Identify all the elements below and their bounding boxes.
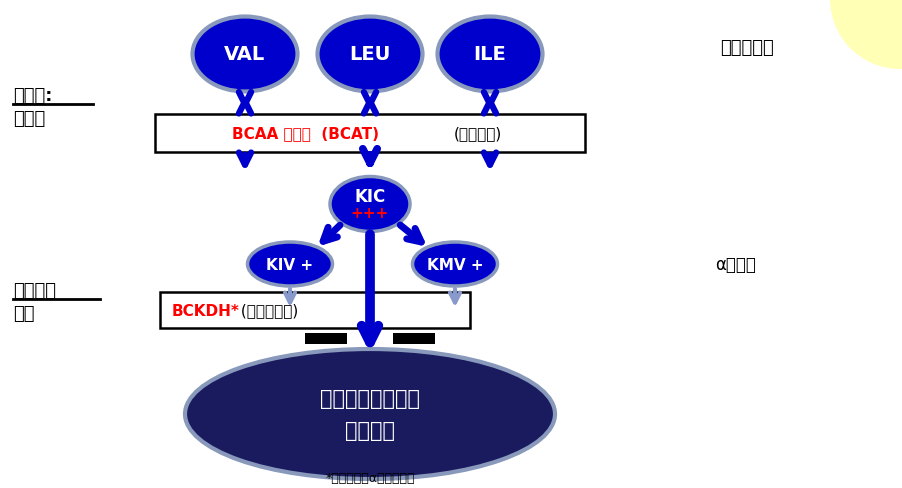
Text: KIC: KIC — [354, 187, 385, 205]
Bar — [155, 115, 584, 153]
Ellipse shape — [247, 243, 332, 286]
Text: α－酮酸: α－酮酸 — [714, 256, 755, 273]
Text: ILE: ILE — [474, 45, 506, 64]
Text: BCKDH*: BCKDH* — [171, 303, 240, 318]
Text: 日粮氨基酸: 日粮氨基酸 — [719, 39, 773, 57]
Text: LEU: LEU — [349, 45, 391, 64]
Text: 第一步:: 第一步: — [13, 87, 52, 105]
Bar — [392, 333, 435, 345]
Bar — [305, 333, 346, 345]
Text: BCAA 转氨酶  (BCAT): BCAA 转氨酶 (BCAT) — [232, 126, 379, 141]
Text: (可逆降解): (可逆降解) — [453, 126, 502, 141]
Text: (不可逆降解): (不可逆降解) — [235, 303, 298, 318]
Ellipse shape — [437, 18, 542, 92]
Text: *支链氨基酸α酮酸氢解酶: *支链氨基酸α酮酸氢解酶 — [325, 470, 414, 484]
Text: 氨基酸池: 氨基酸池 — [345, 420, 394, 440]
Ellipse shape — [185, 349, 555, 479]
Text: 第二步：: 第二步： — [13, 282, 56, 299]
Ellipse shape — [329, 177, 410, 232]
Ellipse shape — [412, 243, 497, 286]
Text: 肝脏: 肝脏 — [13, 305, 34, 323]
Text: VAL: VAL — [224, 45, 265, 64]
Text: 用于体蛋白合成的: 用于体蛋白合成的 — [319, 388, 419, 408]
Text: +++: +++ — [351, 206, 389, 221]
Ellipse shape — [318, 18, 422, 92]
Text: KIV +: KIV + — [266, 257, 313, 272]
Ellipse shape — [192, 18, 297, 92]
Text: KMV +: KMV + — [427, 257, 483, 272]
Text: 骨骼肌: 骨骼肌 — [13, 110, 45, 128]
Bar — [160, 292, 469, 328]
Circle shape — [829, 0, 902, 70]
